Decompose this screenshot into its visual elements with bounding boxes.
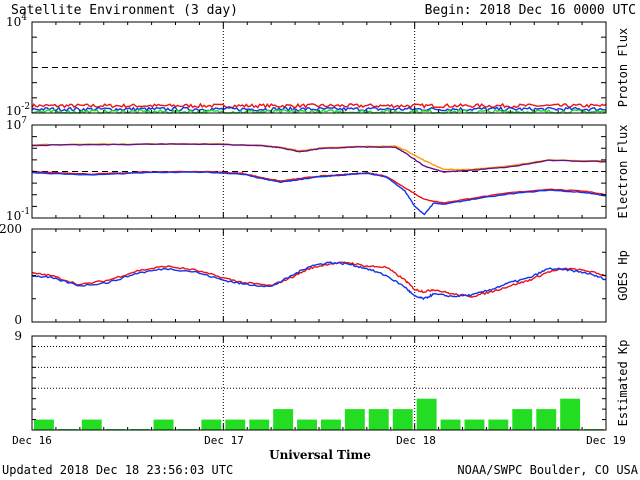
series-blue-line xyxy=(31,261,607,301)
kp-bar xyxy=(344,409,365,430)
y-tick-label: 9 xyxy=(14,329,22,343)
panel-frame xyxy=(31,124,607,219)
series-red-line xyxy=(31,170,606,204)
kp-bar xyxy=(536,409,557,430)
kp-bar xyxy=(297,419,317,430)
y-tick-label: 107 xyxy=(6,116,27,132)
y-axis-label-goes_hp: GOES Hp xyxy=(616,250,630,301)
panel-frame xyxy=(31,228,607,323)
panel-electron: 107 10-1 Electron Flux xyxy=(6,116,630,223)
kp-bar xyxy=(440,419,461,430)
panel-goes_hp: 200 0 GOES Hp xyxy=(0,222,630,327)
panel-frame xyxy=(31,21,607,114)
kp-bar xyxy=(34,419,54,430)
series-purple-line xyxy=(32,143,607,173)
panel-kp: 9 Estimated Kp xyxy=(14,329,630,431)
credit: NOAA/SWPC Boulder, CO USA xyxy=(457,463,638,477)
chart-title: Satellite Environment (3 day) xyxy=(11,3,238,18)
y-axis-label-electron: Electron Flux xyxy=(616,125,630,219)
kp-bar xyxy=(81,419,102,430)
kp-bar xyxy=(416,398,437,430)
kp-bar xyxy=(201,419,222,430)
updated-time: Updated 2018 Dec 18 23:56:03 UTC xyxy=(2,463,233,477)
y-tick-label: 200 xyxy=(0,222,22,236)
x-tick-label-dec16: Dec 16 xyxy=(12,434,52,447)
kp-bar xyxy=(273,409,294,430)
panels-group: 104 10-2 Proton Flux 107 10-1 Electron Flux 20… xyxy=(0,13,630,431)
x-tick-label-dec17: Dec 17 xyxy=(204,434,244,447)
series-blue-line xyxy=(31,171,607,216)
kp-bar xyxy=(488,419,509,430)
kp-bar xyxy=(153,419,174,430)
series-blue-line xyxy=(31,105,607,113)
x-tick-label-dec18: Dec 18 xyxy=(396,434,436,447)
y-tick-label: 10-1 xyxy=(6,207,30,223)
begin-time: Begin: 2018 Dec 16 0000 UTC xyxy=(425,3,636,18)
panel-proton: 104 10-2 Proton Flux xyxy=(6,13,630,118)
y-tick-label: 0 xyxy=(14,313,22,327)
y-tick-label: 10-2 xyxy=(6,102,30,118)
series-red-line xyxy=(31,261,607,298)
kp-bar xyxy=(368,409,389,430)
y-axis-label-proton: Proton Flux xyxy=(616,28,630,107)
y-axis-label-kp: Estimated Kp xyxy=(616,340,630,427)
kp-bar xyxy=(512,409,533,430)
kp-bar xyxy=(225,419,246,430)
kp-bar xyxy=(464,419,485,430)
kp-bar xyxy=(321,419,341,430)
kp-bar xyxy=(249,419,270,430)
kp-bar xyxy=(560,398,581,430)
kp-bar xyxy=(392,409,413,430)
x-axis-label: Universal Time xyxy=(269,448,371,462)
x-tick-label-dec19: Dec 19 xyxy=(586,434,626,447)
y-tick-label: 104 xyxy=(6,13,27,29)
